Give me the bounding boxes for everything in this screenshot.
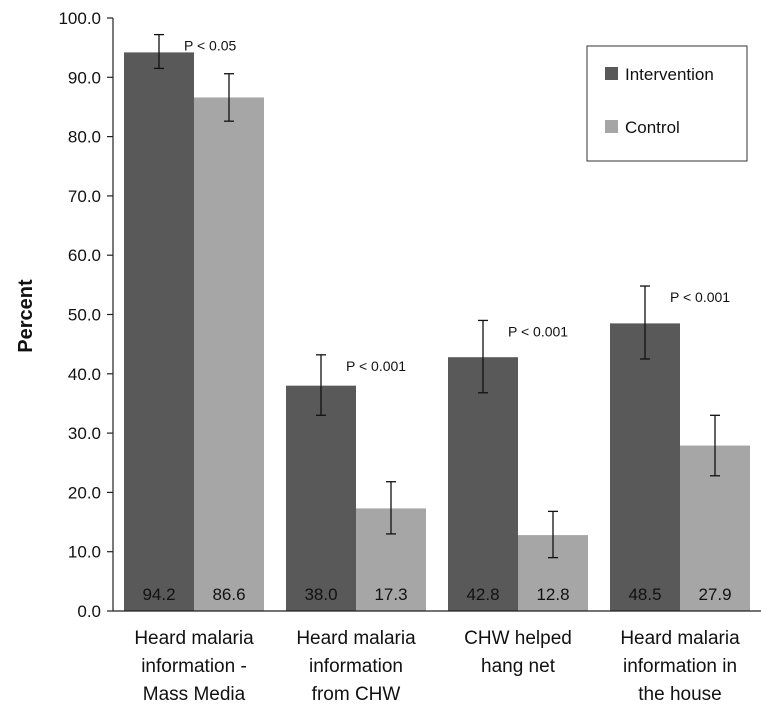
x-category-label-line: hang net	[481, 656, 556, 677]
y-tick-label: 80.0	[68, 128, 101, 147]
y-tick-label: 60.0	[68, 246, 101, 265]
y-tick-label: 30.0	[68, 424, 101, 443]
x-category-label-line: Heard malaria	[296, 628, 416, 649]
legend-swatch-intervention	[605, 67, 618, 80]
data-labels-layer: 94.2 38.0 42.8 48.5 86.6 17.3 12.8 27.9	[142, 585, 731, 604]
bars-layer	[124, 52, 750, 612]
bar-intervention	[448, 357, 518, 611]
legend-label-control: Control	[625, 118, 680, 137]
p-value-annotation: P < 0.05	[184, 38, 237, 54]
y-tick-label: 40.0	[68, 365, 101, 384]
x-category-label-line: Mass Media	[143, 684, 246, 705]
bar-intervention	[124, 52, 194, 612]
x-category-label: CHW helped hang net	[464, 628, 572, 677]
y-tick-label: 70.0	[68, 187, 101, 206]
data-label-intervention: 48.5	[628, 585, 661, 604]
x-category-label-line: information -	[141, 656, 247, 677]
legend: Intervention Control	[586, 45, 748, 162]
error-bars-layer	[154, 33, 720, 559]
data-label-intervention: 42.8	[466, 585, 499, 604]
data-label-control: 27.9	[698, 585, 731, 604]
p-value-annotation: P < 0.001	[508, 323, 568, 339]
data-label-control: 17.3	[374, 585, 407, 604]
legend-label-intervention: Intervention	[625, 65, 714, 84]
y-tick-label: 0.0	[77, 602, 101, 621]
data-label-control: 12.8	[536, 585, 569, 604]
bar-control	[194, 97, 264, 612]
x-category-label-line: the house	[638, 684, 721, 705]
x-category-label-line: Heard malaria	[620, 628, 740, 649]
x-category-label-line: from CHW	[312, 684, 401, 705]
data-label-intervention: 94.2	[142, 585, 175, 604]
legend-box	[586, 45, 748, 162]
x-category-label-line: information in	[623, 656, 737, 677]
data-label-control: 86.6	[212, 585, 245, 604]
x-category-label-line: CHW helped	[464, 628, 572, 649]
p-value-annotation: P < 0.001	[346, 358, 406, 374]
legend-swatch-control	[605, 120, 618, 133]
bar-intervention	[286, 385, 356, 611]
y-tick-label: 100.0	[58, 9, 101, 28]
x-category-label-line: Heard malaria	[134, 628, 254, 649]
x-category-label: Heard malaria information from CHW	[296, 628, 416, 705]
y-tick-label: 50.0	[68, 306, 101, 325]
x-category-label-line: information	[309, 656, 403, 677]
annotations-layer: P < 0.05 P < 0.001 P < 0.001 P < 0.001	[184, 38, 730, 374]
bar-intervention	[610, 323, 680, 611]
x-category-label: Heard malaria information in the house	[620, 628, 740, 705]
y-ticks-layer: 0.0 10.0 20.0 30.0 40.0 50.0 60.0 70.0 80.0 90.0 1…	[58, 9, 113, 621]
y-axis-title: Percent	[15, 279, 37, 353]
x-category-label: Heard malaria information - Mass Media	[134, 628, 254, 705]
y-tick-label: 90.0	[68, 68, 101, 87]
y-tick-label: 10.0	[68, 543, 101, 562]
p-value-annotation: P < 0.001	[670, 289, 730, 305]
x-category-labels: Heard malaria information -Mass MediaHear…	[134, 628, 740, 705]
y-tick-label: 20.0	[68, 483, 101, 502]
data-label-intervention: 38.0	[304, 585, 337, 604]
